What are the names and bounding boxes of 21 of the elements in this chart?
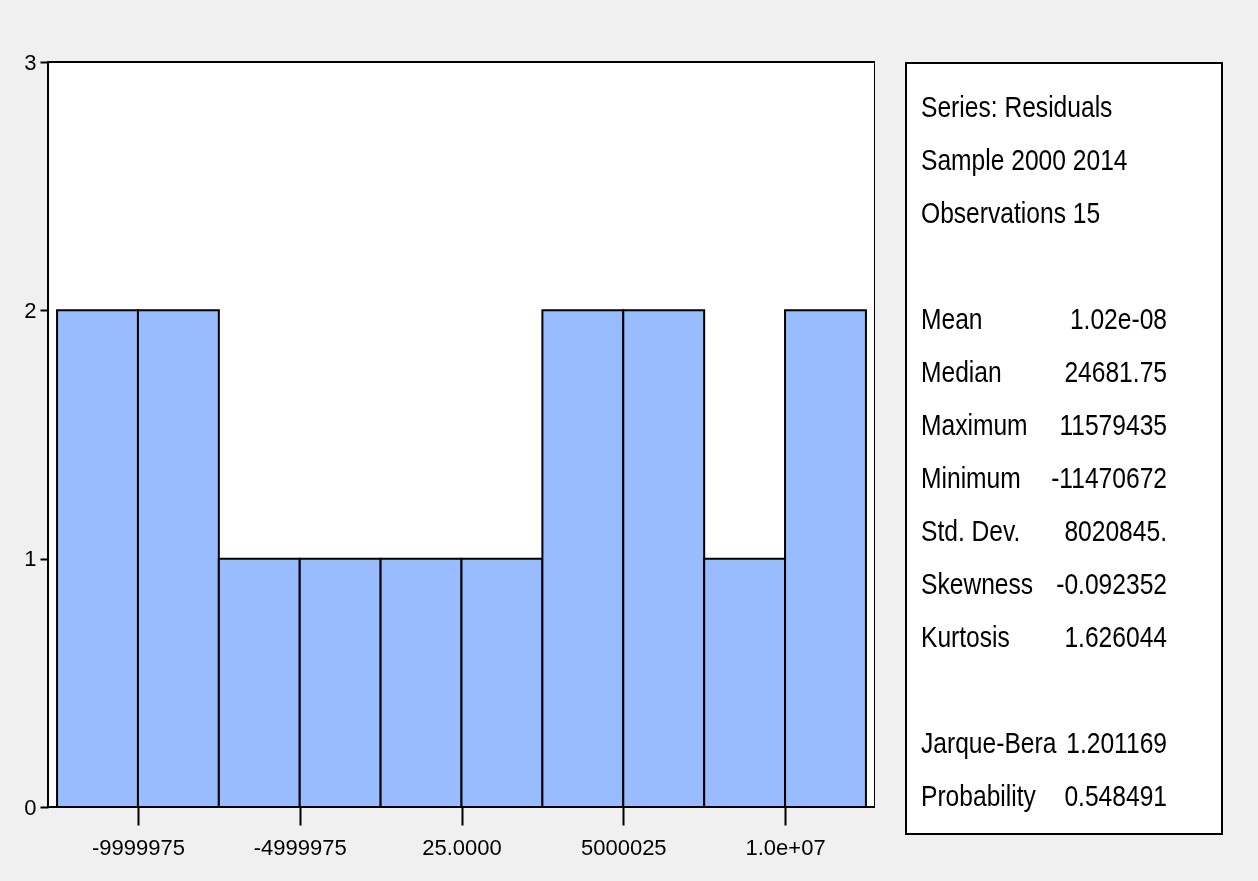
x-tick-label: 25.0000 [422,834,502,860]
x-tick-label: -9999975 [91,834,185,860]
text: Probability 0.548491 [921,778,1167,814]
text: Std. Dev. 8020845. [921,514,1167,547]
text: Maximum 11579435 [921,407,1167,443]
y-tick-label: 2 [24,297,37,323]
text: Mean 1.02e-08 [921,302,1167,335]
text: Series: Residuals [921,89,1114,125]
text: Jarque-Bera 1.201169 [921,725,1167,761]
text: Median 24681.75 [921,355,1167,388]
x-tick-label: -4999975 [253,834,347,860]
text: Kurtosis 1.626044 [921,620,1167,653]
y-tick-label: 3 [24,49,37,75]
y-tick-label: 1 [24,546,37,572]
x-tick-label: 5000025 [580,834,667,860]
text: Observations 15 [921,195,1102,231]
text: Minimum -11470672 [921,460,1167,496]
y-tick-label: 0 [24,794,37,820]
text: Skewness -0.092352 [921,566,1167,602]
x-tick-label: 1.0e+07 [745,834,826,860]
text: Sample 2000 2014 [921,142,1129,178]
